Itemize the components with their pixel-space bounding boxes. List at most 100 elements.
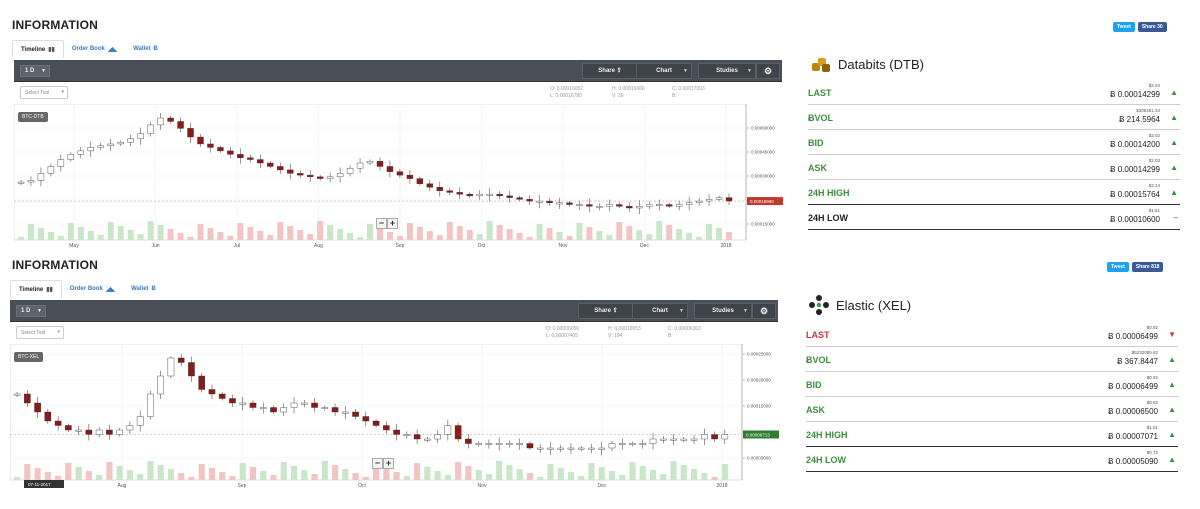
zoom-in-button[interactable]: + <box>387 218 398 229</box>
candle-body <box>406 174 414 179</box>
stat-row: BID $0.92 Ƀ 0.00006499 ▲ <box>806 372 1178 397</box>
price-chart[interactable]: May Jun Jul Aug Sep Oct Nov Dec 2018 0.00060000 0.… <box>14 104 784 248</box>
chart-type-button[interactable]: Chart ▼ <box>632 303 688 319</box>
volume-bar <box>606 235 613 240</box>
zoom-out-button[interactable]: − <box>376 218 387 229</box>
volume-bar <box>656 221 663 240</box>
candlestick-chart[interactable]: May Jun Jul Aug Sep Oct Nov Dec 2018 0.00060000 0.… <box>14 104 784 248</box>
volume-bar <box>496 461 503 480</box>
tweet-button[interactable]: Tweet <box>1113 22 1135 32</box>
candle-body <box>424 438 431 441</box>
candle-body <box>44 411 52 422</box>
studies-button[interactable]: Studies ▼ <box>694 303 752 319</box>
volume-bar <box>566 236 573 240</box>
candle-body <box>372 420 380 426</box>
interval-select[interactable]: 1 D ▼ <box>20 65 50 77</box>
volume-bar <box>557 468 564 480</box>
stat-row: ASK $2.03 Ƀ 0.00014299 ▲ <box>808 155 1180 180</box>
candle-body <box>136 416 144 426</box>
volume-bar <box>666 225 673 240</box>
select-tool-dropdown[interactable]: Select Tool ▾ <box>16 326 64 339</box>
candle-body <box>690 438 698 441</box>
volume-bar <box>716 228 723 240</box>
volume-bar <box>386 232 393 240</box>
volume-bar <box>317 221 324 240</box>
volume-bar <box>57 236 64 240</box>
candle-body <box>495 443 503 445</box>
zoom-out-button[interactable]: − <box>372 458 383 469</box>
coin-name: Databits (DTB) <box>838 56 924 72</box>
ohlc-col-2: H: 0.00010653 V: 194 <box>608 326 641 340</box>
volume-bar <box>466 230 473 240</box>
studies-button[interactable]: Studies ▼ <box>698 63 756 79</box>
facebook-share-button[interactable]: Share 818 <box>1131 262 1164 272</box>
volume-bar <box>506 229 513 240</box>
volume-bar <box>280 462 287 480</box>
volume-bar <box>526 473 534 480</box>
ohlc-high: H: 0.00016066 <box>612 86 645 92</box>
candle-body <box>586 204 593 207</box>
volume-bar <box>608 471 616 480</box>
candle-body <box>366 161 374 164</box>
elastic-logo-icon <box>809 295 829 315</box>
tab-wallet[interactable]: Wallet Ƀ <box>123 280 164 298</box>
settings-button[interactable]: ⚙ <box>756 63 780 79</box>
chart-type-button[interactable]: Chart ▼ <box>636 63 692 79</box>
volume-bar <box>567 472 575 480</box>
arrow-up-icon: ▲ <box>1170 188 1178 197</box>
tab-timeline[interactable]: Timeline ▮▮ <box>12 40 64 58</box>
stat-row: 24H LOW $0.72 Ƀ 0.00005090 ▲ <box>806 447 1178 472</box>
social-buttons: Tweet Share 818 <box>1107 262 1164 272</box>
zoom-in-button[interactable]: + <box>383 458 394 469</box>
candle-body <box>65 425 72 431</box>
stat-btc-value: Ƀ 0.00006500 <box>1108 407 1158 416</box>
price-chart[interactable]: Aug Sep Oct Nov Dec 2018 0.00025000 0.00020000 0… <box>10 344 780 488</box>
volume-bar <box>267 235 274 240</box>
candle-body <box>675 204 683 207</box>
candle-body <box>167 357 175 377</box>
volume-bar <box>547 464 554 480</box>
facebook-share-button[interactable]: Share 30 <box>1137 22 1167 32</box>
tweet-button[interactable]: Tweet <box>1107 262 1129 272</box>
stat-btc-value: Ƀ 367.8447 <box>1117 357 1158 366</box>
candle-body <box>229 398 236 404</box>
volume-bar <box>331 465 339 480</box>
market-stats: LAST $2.03 Ƀ 0.00014299 ▲ ɃVOL $305481.34 Ƀ 21… <box>808 80 1180 230</box>
tab-wallet[interactable]: Wallet Ƀ <box>125 40 166 58</box>
settings-button[interactable]: ⚙ <box>752 303 776 319</box>
volume-bar <box>403 476 410 480</box>
candle-body <box>485 443 493 445</box>
x-tick-label: 2018 <box>716 483 727 488</box>
crosshair-date-label: 07-11-2017 <box>28 482 51 487</box>
share-button[interactable]: Share ⇪ <box>578 303 634 319</box>
candle-body <box>198 375 205 390</box>
candle-body <box>13 393 21 396</box>
candle-body <box>217 147 224 152</box>
ohlc-col-1: O: 0.00016052 L: 0.00016780 <box>550 86 583 100</box>
stat-btc-value: Ƀ 0.00006499 <box>1108 332 1158 341</box>
ohlc-close: C: 0.00006363 <box>668 326 701 332</box>
volume-bar <box>207 228 214 240</box>
candle-body <box>352 411 359 417</box>
candle-body <box>167 117 174 122</box>
candle-body <box>626 206 633 209</box>
interval-select[interactable]: 1 D ▼ <box>16 305 46 317</box>
volume-bar <box>287 226 294 240</box>
volume-bar <box>436 235 443 240</box>
volume-bar <box>307 234 314 240</box>
chevron-down-icon: ▼ <box>37 308 42 314</box>
stat-usd-value: $1.51 <box>1148 208 1160 213</box>
candle-body <box>37 173 45 181</box>
y-tick-label: 0.00030000 <box>751 174 775 179</box>
tab-order-book[interactable]: Order Book ◢◣ <box>64 40 125 58</box>
info-title: INFORMATION <box>12 18 98 32</box>
tab-order-book[interactable]: Order Book ◢◣ <box>62 280 123 298</box>
candle-body <box>17 181 25 184</box>
volume-bar <box>556 232 563 240</box>
share-button[interactable]: Share ⇪ <box>582 63 638 79</box>
candle-body <box>386 166 394 172</box>
tab-timeline[interactable]: Timeline ▮▮ <box>10 280 62 298</box>
stat-usd-value: $305481.34 <box>1136 108 1160 113</box>
candlestick-chart[interactable]: Aug Sep Oct Nov Dec 2018 0.00025000 0.00020000 0… <box>10 344 780 488</box>
select-tool-dropdown[interactable]: Select Tool ▾ <box>20 86 68 99</box>
